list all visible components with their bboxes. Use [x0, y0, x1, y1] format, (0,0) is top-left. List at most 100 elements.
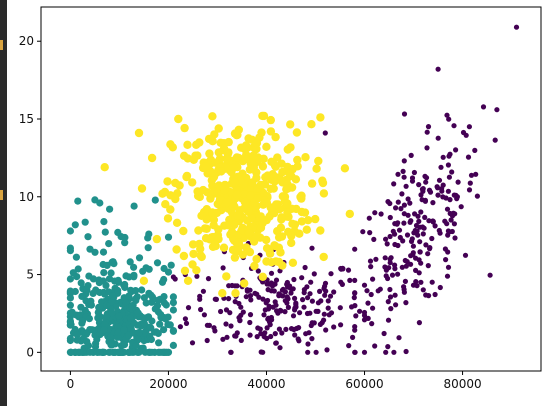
scatter-point	[197, 293, 203, 299]
scatter-point	[180, 123, 189, 133]
scatter-point	[303, 331, 309, 337]
scatter-point	[138, 286, 146, 294]
scatter-point	[273, 153, 282, 162]
scatter-point	[409, 178, 416, 184]
scatter-point	[412, 211, 418, 217]
scatter-point	[241, 154, 250, 164]
scatter-point	[302, 264, 308, 271]
scatter-point	[340, 164, 350, 173]
scatter-point	[353, 313, 359, 319]
scatter-point	[474, 193, 480, 199]
scatter-point	[182, 171, 192, 181]
scatter-point	[252, 254, 261, 264]
scatter-point	[367, 258, 374, 264]
scatter-point	[311, 214, 320, 224]
scatter-point	[309, 245, 315, 251]
scatter-point	[352, 290, 358, 296]
scatter-point	[252, 138, 262, 148]
scatter-point	[200, 288, 206, 294]
scatter-point	[120, 326, 128, 334]
scatter-point	[257, 128, 266, 137]
scatter-point	[121, 283, 129, 292]
scatter-point	[202, 224, 211, 233]
scatter-point	[451, 221, 457, 227]
scatter-point	[114, 228, 122, 236]
scatter-point	[352, 303, 358, 309]
scatter-point	[392, 241, 398, 248]
scatter-point	[458, 204, 464, 210]
scatter-point	[204, 337, 210, 344]
scatter-point	[370, 305, 376, 311]
scatter-point	[262, 198, 271, 207]
scatter-point	[188, 178, 197, 187]
scatter-point	[439, 186, 445, 192]
scatter-point	[401, 220, 407, 226]
scatter-point	[230, 129, 240, 138]
scatter-point	[292, 295, 298, 301]
scatter-point	[396, 335, 402, 341]
scatter-point	[100, 326, 108, 334]
scatter-point	[140, 320, 148, 328]
scatter-point	[255, 268, 261, 274]
scatter-point	[229, 202, 238, 211]
scatter-point	[236, 300, 242, 307]
scatter-point	[283, 326, 289, 332]
scatter-point	[115, 312, 123, 320]
scatter-point	[287, 231, 296, 241]
scatter-point	[331, 289, 337, 295]
scatter-point	[183, 320, 190, 326]
scatter-point	[135, 329, 143, 337]
scatter-point	[401, 202, 407, 208]
scatter-point	[129, 328, 137, 337]
scatter-point	[347, 277, 353, 283]
scatter-point	[307, 291, 313, 297]
scatter-point	[299, 275, 305, 281]
scatter-point	[435, 192, 441, 198]
scatter-point	[288, 326, 295, 332]
scatter-point	[196, 244, 205, 254]
scatter-point	[286, 143, 295, 152]
scatter-point	[423, 292, 429, 298]
scatter-point	[154, 329, 162, 337]
scatter-point	[266, 115, 275, 125]
scatter-point	[368, 264, 374, 270]
scatter-point	[85, 315, 93, 323]
scatter-point	[214, 148, 223, 157]
scatter-point	[169, 341, 177, 349]
scatter-point	[253, 194, 262, 203]
scatter-point	[309, 298, 315, 304]
scatter-point	[387, 233, 393, 240]
scatter-point	[114, 328, 122, 336]
scatter-point	[189, 155, 198, 164]
scatter-point	[280, 286, 286, 292]
scatter-point	[262, 330, 268, 336]
scatter-point	[240, 145, 250, 154]
scatter-point	[264, 335, 270, 341]
scatter-point	[423, 179, 429, 185]
scatter-point	[102, 312, 111, 320]
scatter-point	[322, 292, 328, 298]
scatter-point	[108, 258, 116, 266]
scatter-point	[276, 223, 286, 232]
scatter-point	[189, 340, 196, 346]
scatter-point	[102, 281, 110, 289]
scatter-point	[297, 194, 306, 203]
scatter-point	[98, 298, 106, 306]
scatter-point	[195, 138, 204, 147]
scatter-point	[132, 287, 140, 295]
scatter-point	[395, 171, 401, 177]
scatter-point	[144, 313, 153, 321]
scatter-point	[161, 200, 170, 209]
scatter-point	[321, 317, 327, 323]
scatter-point	[120, 341, 129, 349]
scatter-point	[405, 196, 411, 202]
scatter-point	[312, 164, 321, 173]
scatter-point	[383, 349, 389, 355]
scatter-point	[105, 240, 113, 248]
scatter-point	[360, 229, 366, 235]
scatter-point	[77, 279, 85, 287]
scatter-point	[99, 248, 108, 256]
scatter-point	[302, 225, 311, 234]
scatter-point	[378, 211, 384, 217]
scatter-point	[164, 320, 172, 329]
